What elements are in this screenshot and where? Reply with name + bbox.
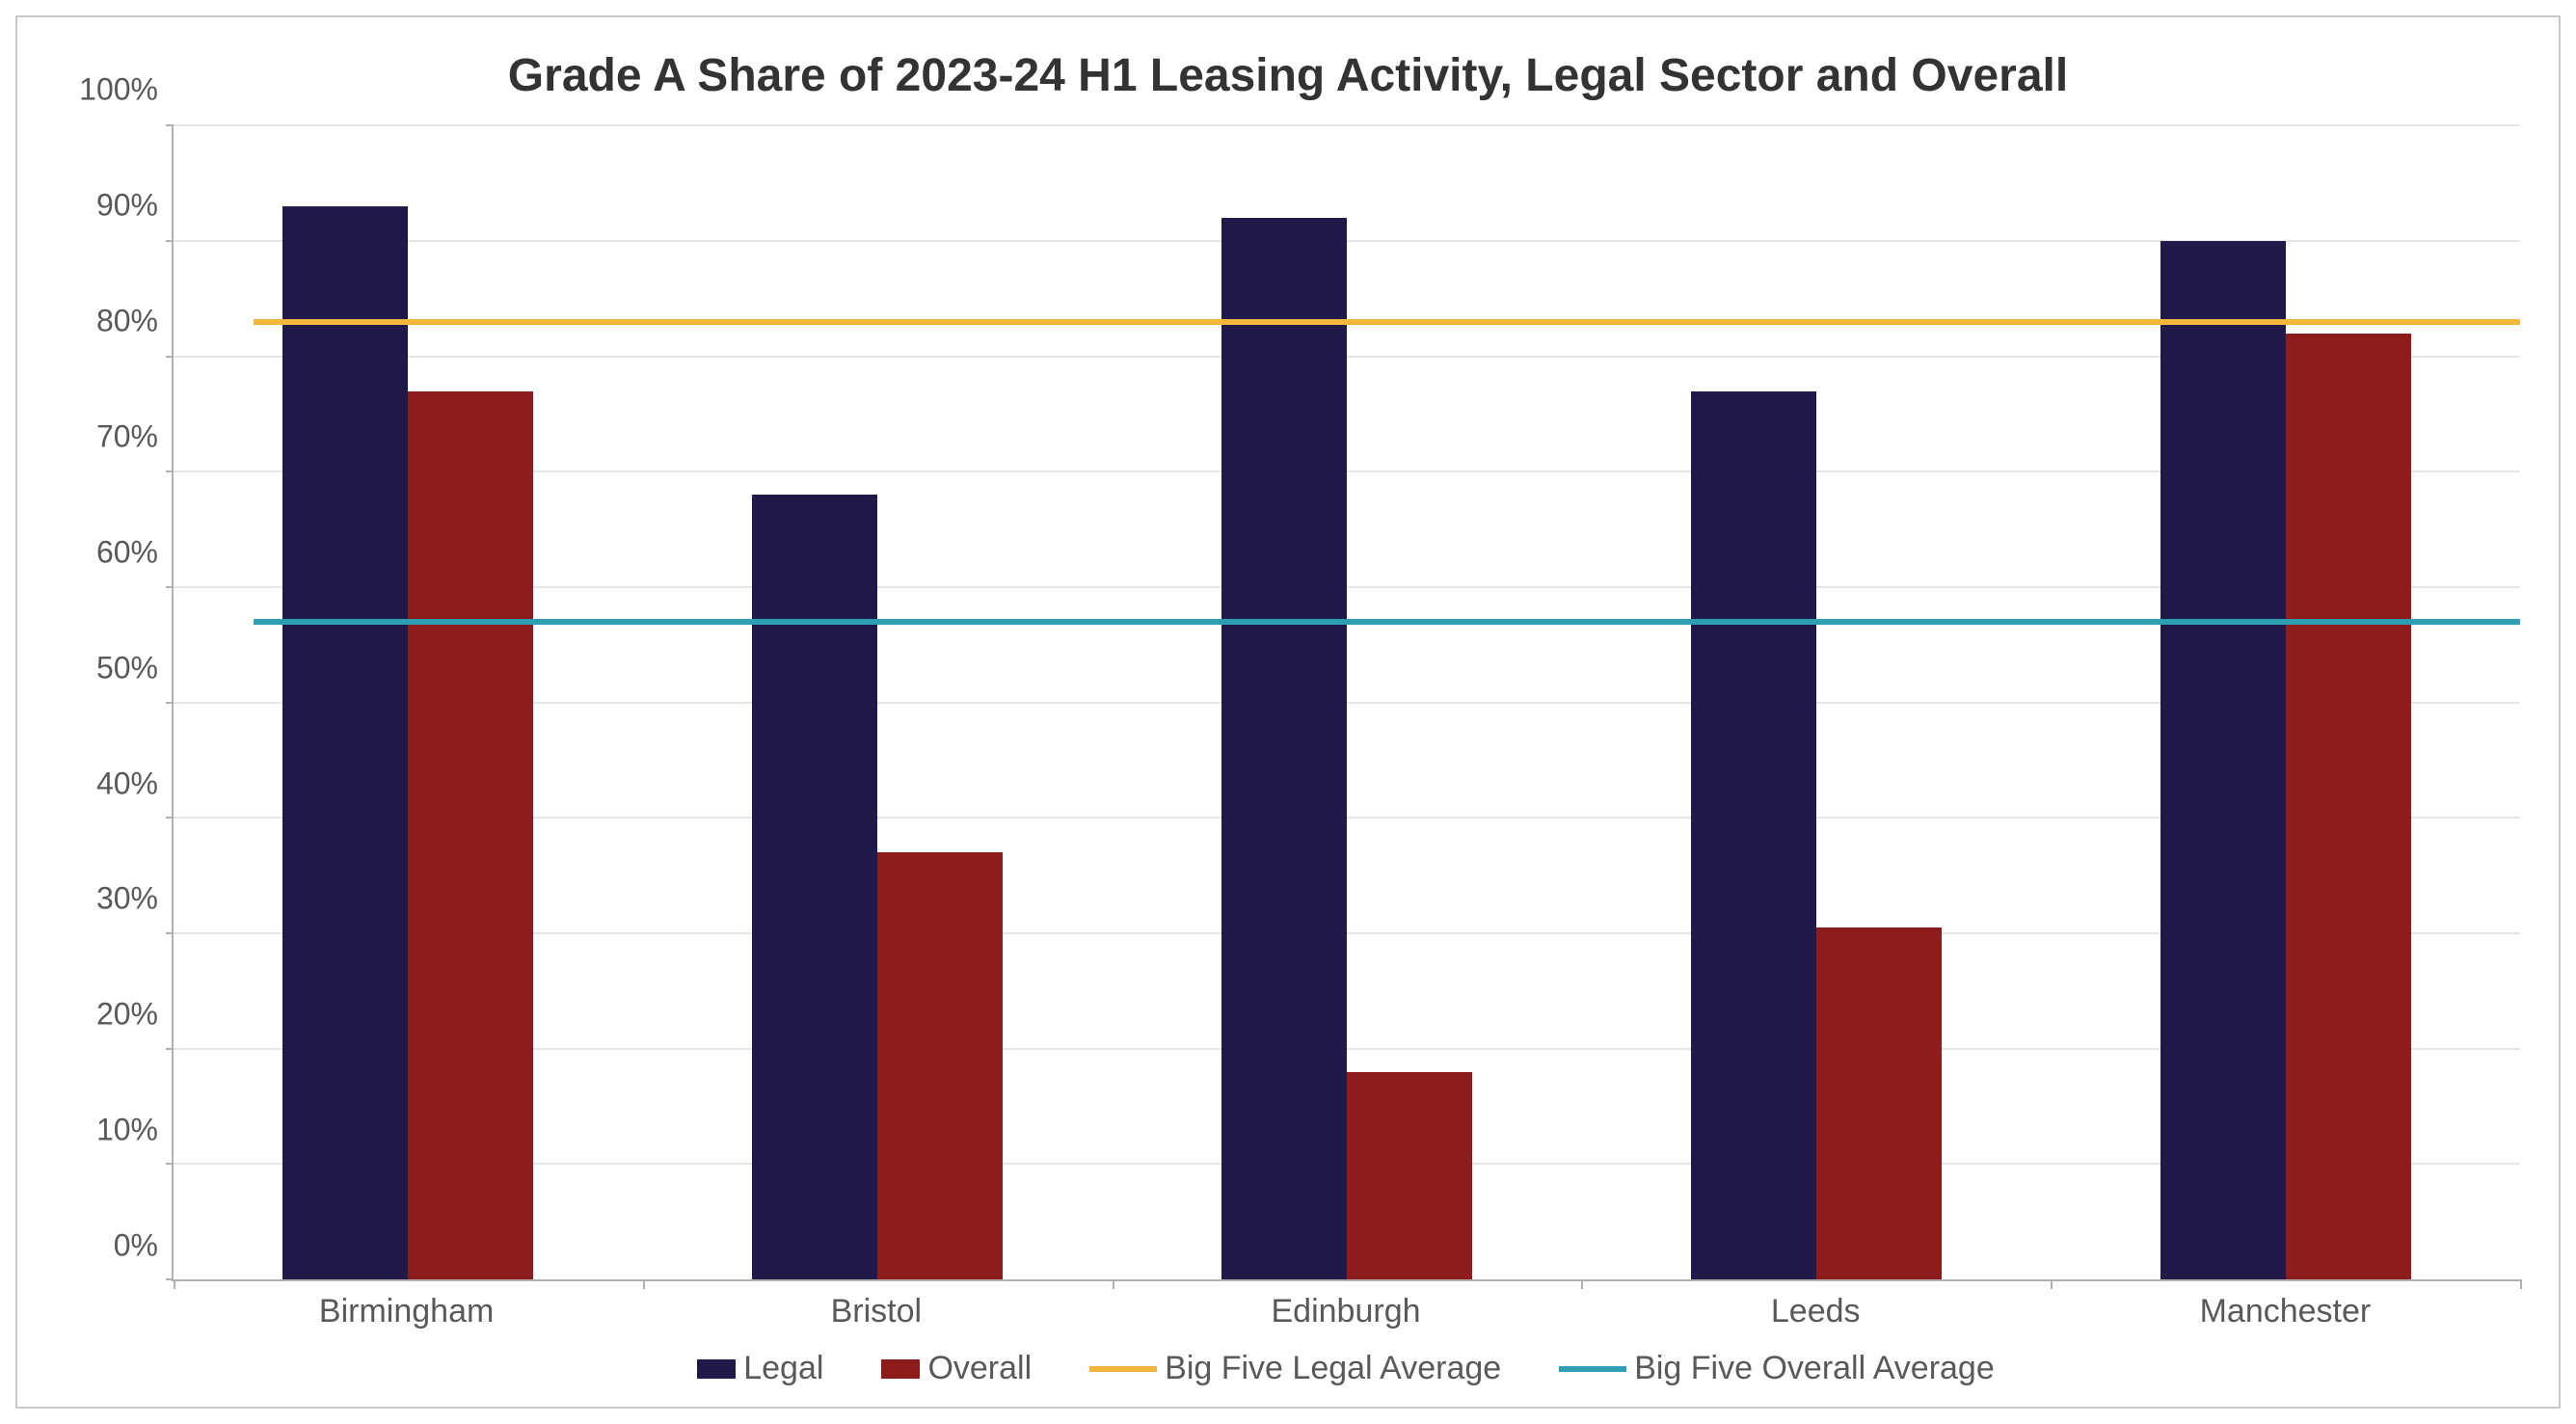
y-tick-label: 100% (79, 72, 158, 108)
bar-overall (1347, 1072, 1472, 1279)
bar-legal (752, 495, 877, 1279)
bar-overall (1816, 927, 1942, 1279)
bar-group (1581, 125, 2051, 1279)
x-tick-label: Edinburgh (1111, 1281, 1580, 1330)
bar-legal (1691, 391, 1816, 1279)
y-tick-mark (166, 1048, 174, 1050)
reference-line (254, 619, 2520, 625)
y-tick-mark (166, 1163, 174, 1165)
bars-layer (174, 125, 2520, 1279)
legend-swatch-line (1559, 1366, 1626, 1372)
y-tick-label: 0% (114, 1228, 158, 1264)
y-tick-mark (166, 356, 174, 358)
y-tick-label: 10% (96, 1113, 158, 1148)
legend-swatch-line (1089, 1366, 1157, 1372)
legend-item: Legal (697, 1350, 823, 1387)
legend: Legal Overall Big Five Legal Average Big Fi… (56, 1350, 2520, 1387)
y-tick-label: 30% (96, 881, 158, 917)
y-tick-label: 50% (96, 650, 158, 685)
legend-label: Big Five Legal Average (1165, 1350, 1501, 1387)
x-tick-label: Manchester (2051, 1281, 2520, 1330)
y-tick-mark (166, 586, 174, 588)
legend-item: Big Five Legal Average (1089, 1350, 1501, 1387)
y-tick-mark (166, 1278, 174, 1280)
chart-title: Grade A Share of 2023-24 H1 Leasing Acti… (56, 46, 2520, 106)
y-tick-label: 20% (96, 997, 158, 1033)
y-axis: 0%10%20%30%40%50%60%70%80%90%100% (56, 125, 172, 1281)
bar-group (643, 125, 1113, 1279)
legend-item: Big Five Overall Average (1559, 1350, 1995, 1387)
legend-item: Overall (881, 1350, 1032, 1387)
x-axis: BirminghamBristolEdinburghLeedsMancheste… (172, 1281, 2520, 1330)
legend-label: Overall (927, 1350, 1032, 1387)
x-tick-label: Leeds (1581, 1281, 2051, 1330)
y-tick-label: 60% (96, 534, 158, 570)
y-tick-mark (166, 240, 174, 242)
y-tick-mark (166, 470, 174, 472)
bar-overall (408, 391, 533, 1279)
plot-wrap: 0%10%20%30%40%50%60%70%80%90%100% Birmin… (56, 125, 2520, 1387)
bar-group (1113, 125, 1582, 1279)
y-tick-mark (166, 932, 174, 934)
bar-legal (1221, 218, 1347, 1279)
bar-legal (2160, 241, 2286, 1279)
y-tick-mark (166, 817, 174, 819)
legend-swatch-bar (697, 1359, 736, 1379)
bar-overall (877, 852, 1003, 1279)
y-tick-mark (166, 702, 174, 704)
y-tick-label: 80% (96, 304, 158, 339)
reference-line (254, 319, 2520, 325)
bar-overall (2286, 334, 2411, 1279)
y-tick-mark (166, 124, 174, 126)
x-tick-label: Birmingham (172, 1281, 641, 1330)
x-tick-mark (2520, 1279, 2522, 1289)
plot-area (172, 125, 2520, 1281)
legend-label: Legal (743, 1350, 823, 1387)
y-tick-label: 40% (96, 766, 158, 801)
bar-legal (282, 206, 408, 1279)
bar-group (2051, 125, 2520, 1279)
y-tick-label: 70% (96, 418, 158, 454)
legend-swatch-bar (881, 1359, 920, 1379)
x-tick-label: Bristol (641, 1281, 1111, 1330)
y-tick-label: 90% (96, 188, 158, 224)
chart-container: Grade A Share of 2023-24 H1 Leasing Acti… (15, 15, 2561, 1409)
bar-group (174, 125, 643, 1279)
legend-label: Big Five Overall Average (1634, 1350, 1995, 1387)
